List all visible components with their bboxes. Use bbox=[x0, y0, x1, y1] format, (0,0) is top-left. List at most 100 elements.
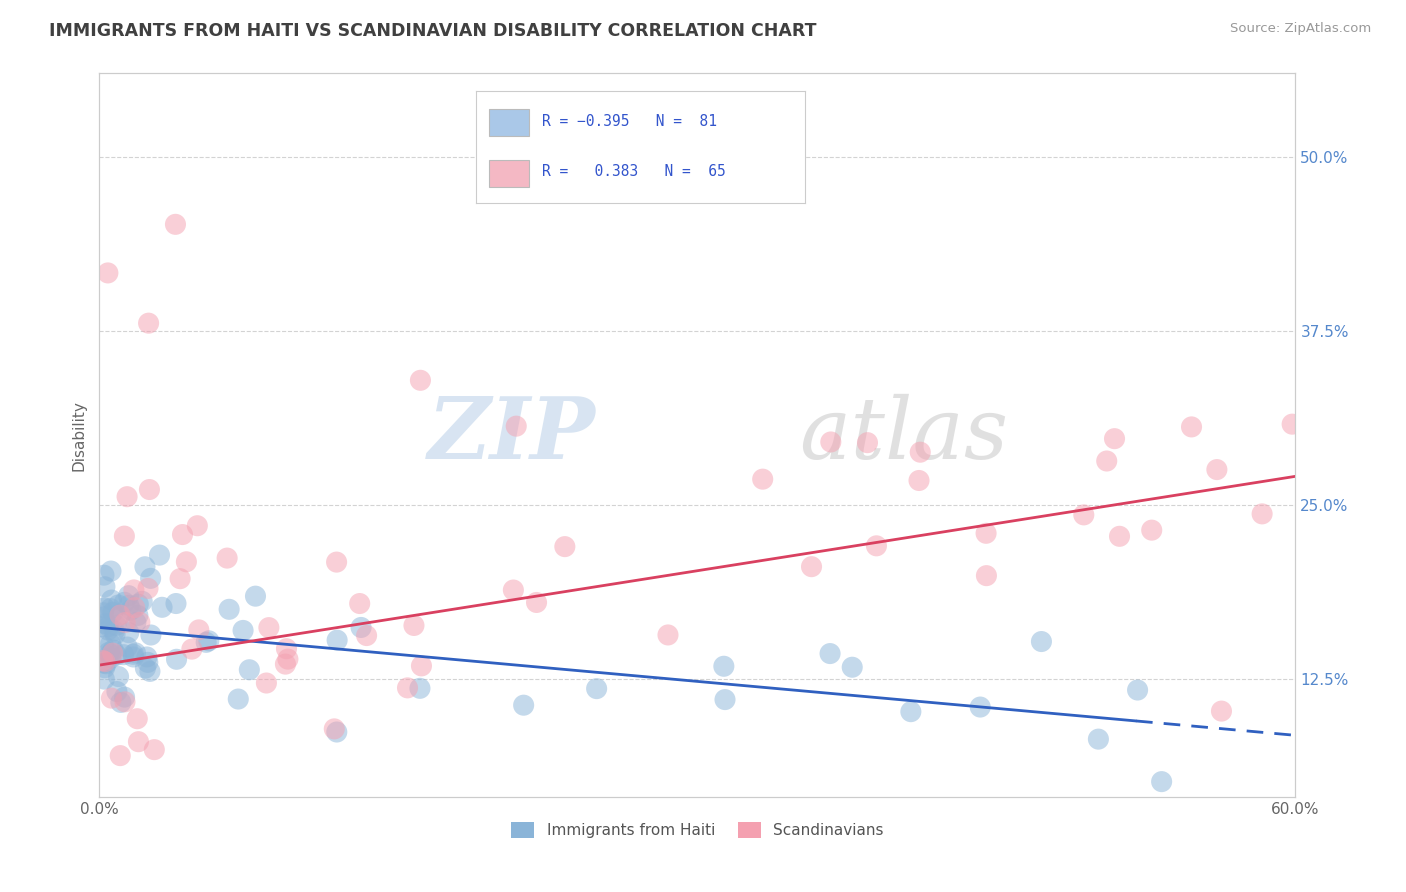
Point bbox=[94, 616, 117, 631]
Text: ZIP: ZIP bbox=[427, 393, 596, 477]
Point bbox=[165, 597, 187, 611]
Point bbox=[554, 540, 576, 554]
Point bbox=[94, 655, 117, 669]
Text: IMMIGRANTS FROM HAITI VS SCANDINAVIAN DISABILITY CORRELATION CHART: IMMIGRANTS FROM HAITI VS SCANDINAVIAN DI… bbox=[49, 22, 817, 40]
Point bbox=[114, 690, 136, 704]
Point bbox=[122, 582, 145, 597]
Point bbox=[120, 603, 142, 617]
Point bbox=[1180, 420, 1202, 434]
Point bbox=[124, 600, 146, 615]
Point bbox=[502, 582, 524, 597]
Point bbox=[148, 548, 170, 562]
Point bbox=[238, 663, 260, 677]
Text: atlas: atlas bbox=[799, 394, 1008, 476]
Point bbox=[105, 648, 128, 662]
Point bbox=[100, 601, 122, 615]
Point bbox=[198, 633, 221, 648]
Point bbox=[505, 419, 527, 434]
Point bbox=[908, 474, 931, 488]
Point bbox=[112, 529, 135, 543]
Point bbox=[176, 555, 198, 569]
Point bbox=[107, 669, 129, 683]
Point bbox=[1281, 417, 1303, 432]
Point bbox=[138, 483, 160, 497]
Point bbox=[135, 650, 157, 665]
Point bbox=[1104, 432, 1126, 446]
Point bbox=[93, 639, 115, 653]
Legend: Immigrants from Haiti, Scandinavians: Immigrants from Haiti, Scandinavians bbox=[505, 816, 890, 844]
Point bbox=[326, 725, 349, 739]
Point bbox=[105, 618, 128, 632]
Point bbox=[1140, 523, 1163, 537]
Point bbox=[139, 571, 162, 585]
Point bbox=[122, 650, 145, 665]
Point bbox=[98, 647, 121, 661]
Y-axis label: Disability: Disability bbox=[72, 400, 86, 471]
Point bbox=[143, 742, 166, 756]
Point bbox=[127, 608, 149, 623]
Point bbox=[93, 672, 115, 686]
Point bbox=[139, 628, 162, 642]
Point bbox=[820, 434, 842, 449]
Point bbox=[93, 656, 115, 670]
Point bbox=[100, 691, 122, 706]
Point bbox=[127, 597, 149, 611]
Point bbox=[114, 695, 136, 709]
Point bbox=[969, 700, 991, 714]
Point bbox=[396, 681, 419, 695]
Point bbox=[110, 695, 132, 709]
Point bbox=[326, 633, 349, 648]
Point bbox=[97, 623, 120, 637]
Point bbox=[1126, 683, 1149, 698]
Point bbox=[100, 651, 122, 665]
Point bbox=[1205, 462, 1227, 476]
Point bbox=[900, 705, 922, 719]
Point bbox=[751, 472, 773, 486]
Point bbox=[1031, 634, 1053, 648]
Point bbox=[910, 445, 932, 459]
Point bbox=[114, 595, 136, 609]
Point bbox=[232, 624, 254, 638]
Point bbox=[91, 653, 114, 667]
Point bbox=[218, 602, 240, 616]
Point bbox=[96, 657, 118, 671]
Point bbox=[122, 648, 145, 662]
Point bbox=[101, 643, 124, 657]
Point bbox=[115, 640, 138, 654]
Point bbox=[101, 646, 124, 660]
Point bbox=[150, 600, 173, 615]
Point bbox=[93, 568, 115, 582]
Point bbox=[127, 735, 149, 749]
Point bbox=[110, 748, 132, 763]
Point bbox=[104, 627, 127, 641]
Point bbox=[350, 620, 373, 634]
Point bbox=[195, 635, 218, 649]
Point bbox=[323, 722, 346, 736]
Point bbox=[118, 625, 141, 640]
Point bbox=[100, 593, 122, 607]
Point bbox=[94, 580, 117, 594]
Point bbox=[93, 606, 115, 620]
Point bbox=[1251, 507, 1274, 521]
Point bbox=[97, 645, 120, 659]
Point bbox=[134, 661, 156, 675]
Point bbox=[411, 659, 433, 673]
Point bbox=[110, 607, 132, 622]
Point bbox=[124, 646, 146, 660]
Point bbox=[865, 539, 887, 553]
Point bbox=[217, 551, 239, 566]
Point bbox=[117, 589, 139, 603]
Point bbox=[1211, 704, 1233, 718]
Point bbox=[974, 526, 997, 541]
Point bbox=[97, 619, 120, 633]
Point bbox=[131, 594, 153, 608]
Point bbox=[512, 698, 534, 713]
Point bbox=[349, 597, 371, 611]
Point bbox=[169, 572, 191, 586]
Point bbox=[325, 555, 347, 569]
Point bbox=[254, 676, 277, 690]
Point bbox=[90, 620, 112, 634]
Point bbox=[93, 610, 115, 624]
Point bbox=[134, 559, 156, 574]
Point bbox=[257, 621, 280, 635]
